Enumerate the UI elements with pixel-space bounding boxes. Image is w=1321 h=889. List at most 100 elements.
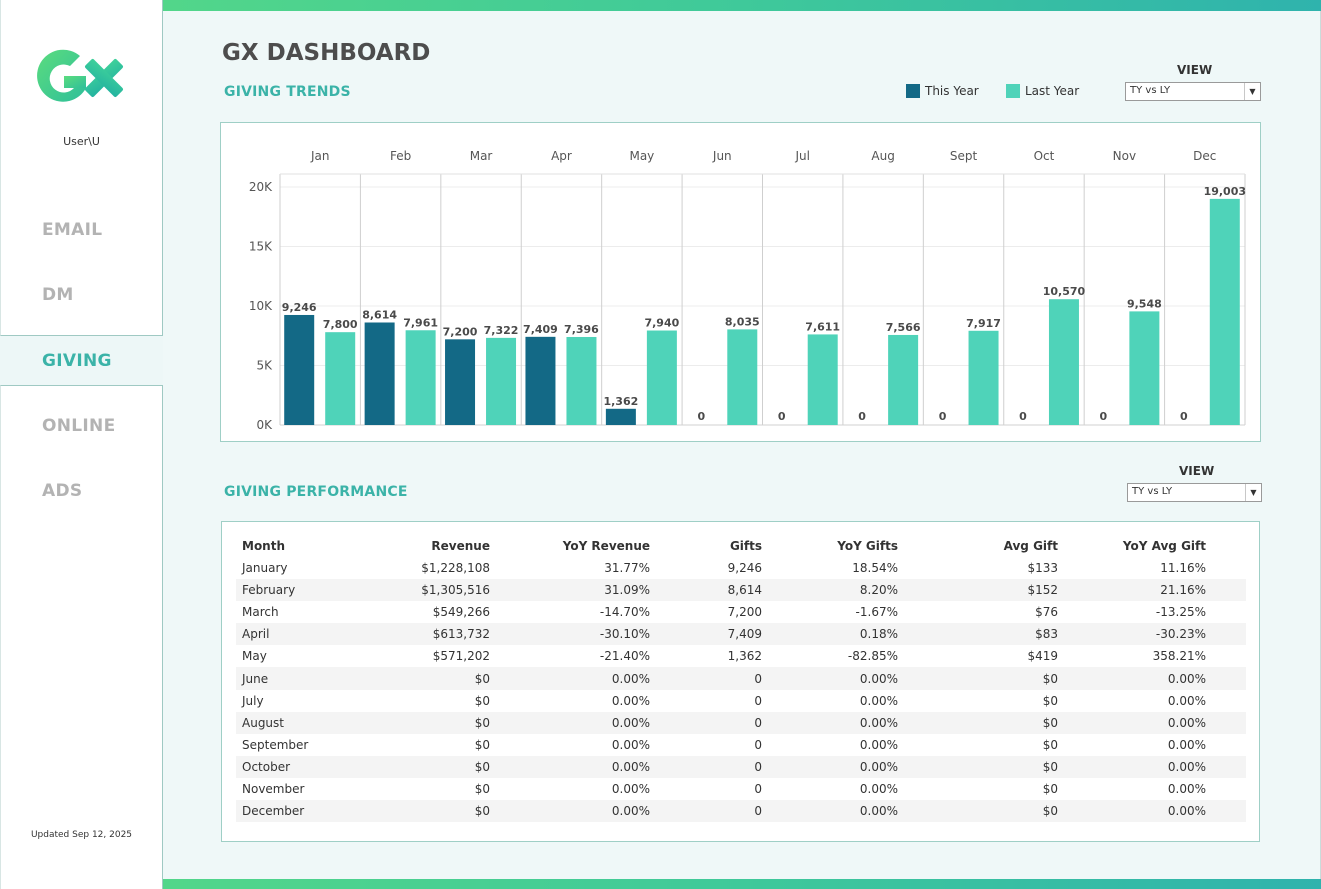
bar-last-year[interactable] (325, 332, 356, 425)
table-row: August $0 0.00% 0 0.00% $0 0.00% (236, 711, 1246, 734)
bar-last-year[interactable] (807, 334, 838, 425)
bar-this-year[interactable] (605, 408, 636, 425)
table-cell: February (236, 579, 356, 602)
username: User\U (63, 135, 100, 148)
data-label: 9,548 (1127, 297, 1162, 310)
data-label: 7,322 (484, 324, 519, 337)
table-cell: 0.00% (768, 755, 904, 778)
sidebar: User\U EMAIL DM GIVING ONLINE ADS Update… (0, 0, 163, 889)
table-cell: $0 (904, 755, 1064, 778)
data-label: 1,362 (603, 395, 638, 408)
y-tick-label: 20K (249, 180, 273, 194)
table-cell: 358.21% (1152, 649, 1206, 664)
data-label: 0 (858, 410, 866, 423)
table-cell: 0.00% (1064, 755, 1212, 778)
x-tick-label: Dec (1193, 149, 1216, 163)
nav-email[interactable]: EMAIL (42, 220, 103, 240)
table-cell: July (242, 693, 264, 708)
bar-last-year[interactable] (727, 329, 758, 425)
nav-dm[interactable]: DM (42, 285, 74, 305)
column-header: Gifts (729, 539, 762, 553)
performance-view-value: TY vs LY (1132, 486, 1173, 497)
bar-last-year[interactable] (405, 330, 436, 425)
data-label: 7,396 (564, 323, 599, 336)
table-cell: -82.85% (847, 649, 898, 664)
data-label: 19,003 (1204, 185, 1246, 198)
table-row: June $0 0.00% 0 0.00% $0 0.00% (236, 667, 1246, 690)
nav-ads[interactable]: ADS (42, 481, 83, 501)
chevron-down-icon: ▼ (1244, 83, 1260, 100)
performance-view-label: VIEW (1179, 464, 1215, 478)
bar-last-year[interactable] (1129, 311, 1160, 425)
legend-swatch-last-year (1006, 84, 1020, 98)
table-cell: -30.10% (496, 623, 656, 646)
data-label: 10,570 (1043, 285, 1086, 298)
table-cell: $0 (1042, 737, 1058, 752)
x-tick-label: Jun (712, 149, 732, 163)
table-cell: $0 (356, 800, 496, 823)
data-label: 7,961 (403, 316, 438, 329)
bar-last-year[interactable] (486, 337, 517, 425)
table-cell: November (242, 781, 305, 796)
giving-performance-title: GIVING PERFORMANCE (224, 484, 408, 500)
table-cell: 0.00% (1064, 667, 1212, 690)
nav-giving[interactable]: GIVING (42, 351, 112, 371)
table-cell: $419 (1027, 649, 1058, 664)
y-tick-label: 10K (249, 299, 273, 313)
bar-last-year[interactable] (968, 330, 999, 425)
table-cell: -1.67% (855, 605, 898, 620)
table-cell: January (242, 561, 288, 576)
trends-view-select[interactable]: TY vs LY ▼ (1125, 82, 1261, 101)
table-cell: 0.00% (1064, 800, 1212, 823)
data-label: 7,611 (805, 320, 840, 333)
table-cell: December (236, 800, 356, 823)
nav-online[interactable]: ONLINE (42, 416, 116, 436)
bar-this-year[interactable] (364, 322, 395, 425)
data-label: 7,800 (323, 318, 358, 331)
chevron-down-icon: ▼ (1245, 484, 1261, 501)
bar-this-year[interactable] (284, 314, 315, 425)
legend-this-year: This Year (906, 84, 979, 98)
data-label: 0 (778, 410, 786, 423)
table-cell: 11.16% (1160, 561, 1206, 576)
column-header: YoY Gifts (837, 539, 898, 553)
table-cell: 0.00% (859, 737, 898, 752)
table-cell: 0 (656, 800, 768, 823)
data-label: 7,200 (443, 325, 478, 338)
bar-last-year[interactable] (566, 336, 597, 425)
table-cell: 0.00% (1064, 711, 1212, 734)
table-cell: 0 (656, 667, 768, 690)
table-cell: 0.00% (859, 693, 898, 708)
table-row: January $1,228,108 31.77% 9,246 18.54% $133 11… (236, 557, 1246, 579)
giving-trends-title: GIVING TRENDS (224, 84, 351, 100)
table-cell: $83 (904, 623, 1064, 646)
x-tick-label: Oct (1034, 149, 1055, 163)
table-cell: 1,362 (727, 649, 762, 664)
table-cell: 0 (754, 781, 762, 796)
x-tick-label: Jan (310, 149, 330, 163)
table-cell: $0 (474, 693, 490, 708)
data-label: 0 (1180, 410, 1188, 423)
table-cell: 0.00% (611, 737, 650, 752)
bar-last-year[interactable] (646, 330, 677, 425)
bar-last-year[interactable] (1048, 299, 1079, 425)
bar-last-year[interactable] (1209, 198, 1240, 425)
table-header-row: Month Revenue YoY Revenue Gifts YoY Gift… (236, 535, 1246, 557)
table-cell: 21.16% (1064, 579, 1212, 602)
table-cell: $571,202 (432, 649, 490, 664)
table-cell: 0 (754, 693, 762, 708)
bar-this-year[interactable] (525, 336, 556, 425)
column-header: Avg Gift (1003, 539, 1058, 553)
table-row: October $0 0.00% 0 0.00% $0 0.00% (236, 755, 1246, 778)
table-cell: $0 (474, 781, 490, 796)
table-cell: 9,246 (727, 561, 762, 576)
table-cell: $0 (356, 755, 496, 778)
table-cell: $76 (1035, 605, 1058, 620)
table-cell: September (242, 737, 309, 752)
x-tick-label: Feb (390, 149, 411, 163)
bar-last-year[interactable] (888, 334, 919, 425)
table-cell: 8.20% (768, 579, 904, 602)
performance-view-select[interactable]: TY vs LY ▼ (1127, 483, 1262, 502)
legend-swatch-this-year (906, 84, 920, 98)
bar-this-year[interactable] (445, 339, 476, 425)
